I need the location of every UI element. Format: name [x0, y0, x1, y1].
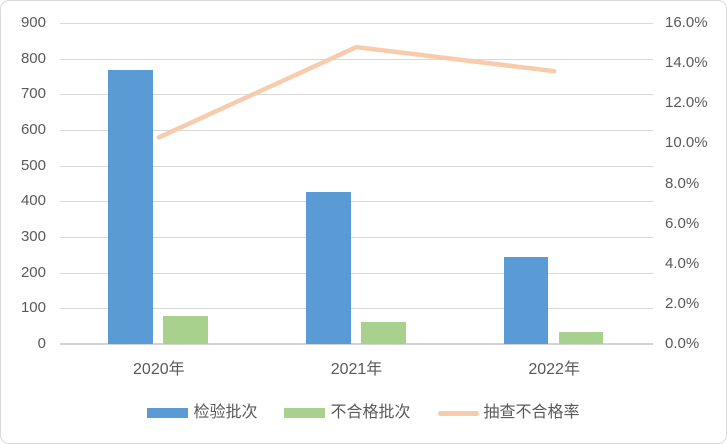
right-axis-tick: 12.0% [665, 94, 708, 112]
legend-swatch-inspection-batches [147, 408, 189, 418]
category-label: 2020年 [133, 361, 185, 378]
left-axis-tick: 500 [20, 156, 46, 174]
bar-unqualified-batches-2022年[interactable] [558, 332, 604, 344]
right-axis-tick: 14.0% [665, 54, 708, 72]
legend: 检验批次 不合格批次 抽查不合格率 [1, 402, 726, 424]
right-axis-tick: 10.0% [665, 134, 708, 152]
right-axis-tick: 2.0% [665, 294, 700, 312]
gridline [60, 94, 653, 96]
legend-item-failure-rate[interactable]: 抽查不合格率 [437, 403, 580, 423]
legend-label: 检验批次 [193, 404, 258, 421]
bar-inspection-batches-2021年[interactable] [306, 192, 351, 344]
category-label: 2022年 [528, 361, 580, 378]
right-axis-tick: 4.0% [665, 254, 700, 272]
gridline [60, 237, 653, 238]
bar-unqualified-batches-2021年[interactable] [361, 321, 406, 344]
left-axis-tick: 200 [20, 263, 46, 281]
bar-inspection-batches-2020年[interactable] [108, 69, 153, 344]
gridline [60, 23, 653, 24]
left-axis-tick: 700 [20, 85, 46, 103]
bar-inspection-batches-2022年[interactable] [503, 257, 549, 344]
category-label: 2021年 [330, 361, 383, 378]
legend-label: 抽查不合格率 [483, 404, 580, 421]
right-axis-tick: 16.0% [665, 14, 708, 31]
left-axis-tick: 800 [20, 49, 46, 67]
gridline [60, 272, 653, 274]
bar-unqualified-batches-2020年[interactable] [163, 315, 208, 344]
legend-label: 不合格批次 [330, 404, 411, 421]
legend-item-unqualified-batches[interactable]: 不合格批次 [284, 403, 411, 423]
legend-item-inspection-batches[interactable]: 检验批次 [147, 403, 257, 423]
right-axis-tick: 0.0% [665, 335, 700, 352]
left-axis-tick: 900 [20, 14, 46, 31]
x-axis-line [60, 343, 653, 345]
line-failure-rate[interactable] [156, 44, 557, 140]
right-axis-tick: 8.0% [665, 174, 700, 192]
right-axis-tick: 6.0% [665, 214, 700, 232]
left-axis-tick: 0 [37, 335, 46, 352]
left-axis-tick: 100 [20, 299, 46, 317]
left-axis-tick: 400 [20, 192, 46, 210]
gridline [60, 58, 653, 60]
plot-area [60, 23, 653, 345]
legend-swatch-unqualified-batches [284, 408, 326, 418]
left-axis-tick: 300 [20, 228, 46, 245]
gridline [60, 201, 653, 203]
gridline [60, 165, 653, 167]
left-axis-tick: 600 [20, 121, 46, 138]
legend-swatch-failure-rate-line [437, 410, 479, 416]
failure-rate-line-layer [156, 44, 557, 140]
gridline [60, 130, 653, 131]
gridline [60, 308, 653, 310]
